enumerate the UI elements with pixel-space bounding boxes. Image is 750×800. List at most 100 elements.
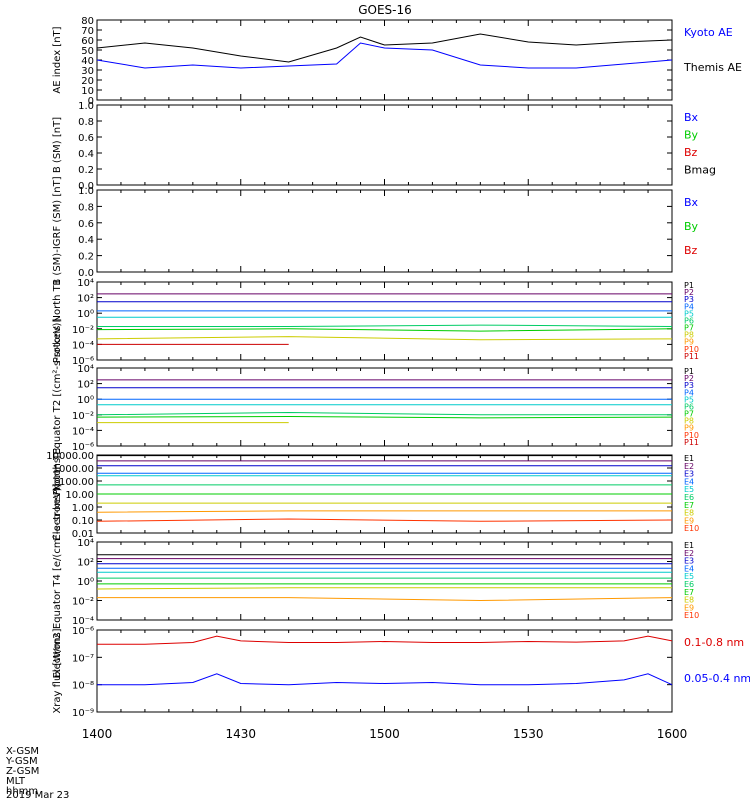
legend-item: E1 bbox=[684, 454, 694, 463]
y-tick-label: 40 bbox=[81, 56, 94, 67]
panel-8: 10⁻⁹ 10⁻⁸ 10⁻⁷ 10⁻⁶ Xray flux [W/m2] 0.1-0.8 … bbox=[52, 626, 750, 719]
y-tick-label: 0.4 bbox=[78, 235, 94, 246]
legend-item: E5 bbox=[684, 572, 694, 581]
y-tick-label: 30 bbox=[81, 66, 94, 77]
legend-item: Bx bbox=[684, 111, 699, 124]
legend-item: By bbox=[684, 129, 699, 142]
y-tick-label: 10⁴ bbox=[77, 538, 94, 549]
x-tick-label: 1500 bbox=[369, 727, 400, 741]
y-tick-label: 0.2 bbox=[78, 165, 94, 176]
legend-item: P10 bbox=[684, 431, 699, 440]
legend-item: P11 bbox=[684, 438, 699, 447]
legend-item: P9 bbox=[684, 424, 694, 433]
legend-item: P6 bbox=[684, 402, 694, 411]
y-tick-label: 10² bbox=[77, 558, 94, 569]
footer-date: 2019 Mar 23 bbox=[6, 790, 69, 800]
legend-item: P5 bbox=[684, 309, 694, 318]
legend-item: P4 bbox=[684, 388, 694, 397]
footer-row-label: X-GSM bbox=[6, 746, 39, 757]
y-tick-label: 0.6 bbox=[78, 219, 94, 230]
y-axis-label: Electrons North T3 bbox=[52, 447, 63, 540]
y-tick-label: 1.00 bbox=[72, 503, 94, 514]
panel-2: 0.0 0.2 0.4 0.6 0.8 1.0 B (SM) [nT] Bx By Bz Bmag bbox=[52, 101, 716, 192]
x-tick-label: 1430 bbox=[225, 727, 256, 741]
legend-item: P9 bbox=[684, 338, 694, 347]
legend-item: P5 bbox=[684, 395, 694, 404]
legend-item: E10 bbox=[684, 524, 699, 533]
panel-5: 10⁻⁶ 10⁻⁴ 10⁻² 10⁰ 10² 10⁴ Protons Equator T2 … bbox=[52, 319, 699, 496]
legend-item: P3 bbox=[684, 381, 694, 390]
legend-item: Bmag bbox=[684, 164, 716, 177]
footer-row-label: Z-GSM bbox=[6, 766, 39, 777]
legend-item: E3 bbox=[684, 470, 694, 479]
footer-row-label: hhmm bbox=[6, 786, 38, 797]
legend-item: P8 bbox=[684, 331, 694, 340]
y-axis-label: Xray flux [W/m2] bbox=[52, 628, 63, 713]
y-tick-label: 10⁴ bbox=[77, 278, 94, 289]
legend-item: E9 bbox=[684, 516, 694, 525]
legend-item: E3 bbox=[684, 557, 694, 566]
y-tick-label: 0.10 bbox=[72, 516, 94, 527]
legend-item: E4 bbox=[684, 564, 694, 573]
y-tick-label: 10000.00 bbox=[46, 451, 94, 462]
legend-item: E10 bbox=[684, 611, 699, 620]
y-tick-label: 0.01 bbox=[72, 529, 94, 540]
y-tick-label: 10⁰ bbox=[77, 309, 94, 320]
legend-item: E8 bbox=[684, 509, 694, 518]
legend-item: Bz bbox=[684, 244, 698, 257]
series-P7 bbox=[96, 415, 673, 419]
legend-item: 0.05-0.4 nm bbox=[684, 672, 750, 685]
y-tick-label: 80 bbox=[81, 16, 94, 27]
footer-row-label: Y-GSM bbox=[5, 756, 38, 767]
series-Kyoto-AE bbox=[96, 42, 673, 69]
y-tick-label: 50 bbox=[81, 46, 94, 57]
legend-item: E7 bbox=[684, 501, 694, 510]
y-tick-label: 0.8 bbox=[78, 202, 94, 213]
legend-item: P7 bbox=[684, 324, 694, 333]
y-tick-label: 60 bbox=[81, 36, 94, 47]
y-tick-label: 70 bbox=[81, 26, 94, 37]
legend-item: 0.1-0.8 nm bbox=[684, 636, 744, 649]
y-tick-label: 10⁻² bbox=[72, 411, 94, 422]
panel-frame bbox=[96, 104, 673, 186]
legend-item: P1 bbox=[684, 281, 694, 290]
legend-item: Themis AE bbox=[683, 61, 742, 74]
legend-item: P4 bbox=[684, 302, 694, 311]
y-tick-label: 0.0 bbox=[78, 268, 94, 279]
legend-item: P1 bbox=[684, 367, 694, 376]
y-tick-label: 10⁻⁸ bbox=[72, 681, 94, 692]
y-tick-label: 10⁰ bbox=[77, 395, 94, 406]
y-axis-label: Electrons Equator T4 [e/(cm²-s-sr-keV)] bbox=[52, 483, 63, 678]
y-tick-label: 10² bbox=[77, 380, 94, 391]
x-tick-label: 1400 bbox=[82, 727, 113, 741]
legend-item: E2 bbox=[684, 549, 694, 558]
series-E9 bbox=[96, 510, 672, 513]
series-Themis-AE bbox=[96, 33, 673, 63]
y-tick-label: 10⁻² bbox=[72, 325, 94, 336]
series-P8 bbox=[96, 336, 673, 341]
legend-item: E2 bbox=[684, 462, 694, 471]
y-tick-label: 0.4 bbox=[78, 149, 94, 160]
x-tick-label: 1530 bbox=[513, 727, 544, 741]
y-tick-label: 10⁻⁶ bbox=[72, 626, 94, 637]
y-tick-label: 1.0 bbox=[78, 101, 94, 112]
panel-frame bbox=[96, 189, 673, 273]
series-E8 bbox=[96, 587, 672, 590]
legend-item: E1 bbox=[684, 541, 694, 550]
legend-item: Kyoto AE bbox=[684, 26, 733, 39]
series-P6 bbox=[97, 324, 673, 327]
panel-7: 10⁻⁴ 10⁻² 10⁰ 10² 10⁴ Electrons Equator T4 [e… bbox=[52, 483, 699, 678]
legend-item: P10 bbox=[684, 345, 699, 354]
y-tick-label: 10⁰ bbox=[77, 577, 94, 588]
legend-item: P2 bbox=[684, 374, 694, 383]
legend-item: E8 bbox=[684, 596, 694, 605]
y-tick-label: 10⁴ bbox=[77, 364, 94, 375]
y-tick-label: 1.0 bbox=[78, 186, 94, 197]
panel-6: 0.01 0.10 1.00 10.00 100.00 1000.00 10000.00El… bbox=[46, 447, 699, 540]
legend-item: E4 bbox=[684, 477, 694, 486]
y-tick-label: 10⁻⁷ bbox=[72, 653, 94, 664]
legend-item: P2 bbox=[684, 288, 694, 297]
